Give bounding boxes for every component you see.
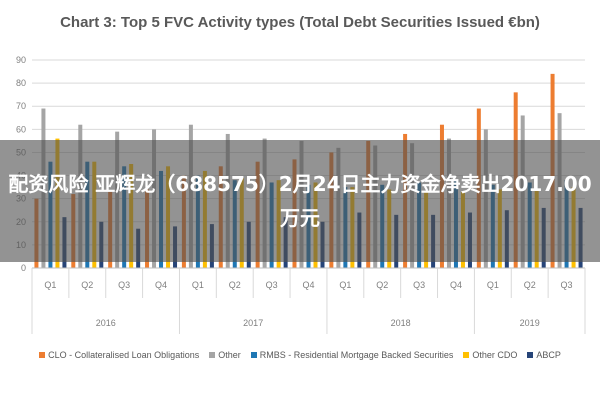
x-tick-label: Q4: [155, 280, 167, 290]
x-tick-label: Q2: [524, 280, 536, 290]
x-tick-label: Q3: [266, 280, 278, 290]
x-tick-label: Q3: [413, 280, 425, 290]
headline-text: 配资风险 亚辉龙（688575）2月24日主力资金净卖出2017.00万元: [8, 172, 592, 230]
chart-title: Chart 3: Top 5 FVC Activity types (Total…: [60, 14, 540, 31]
year-label: 2016: [96, 318, 116, 328]
x-tick-label: Q1: [192, 280, 204, 290]
x-tick-label: Q2: [229, 280, 241, 290]
axes: 0102030405060708090Q1Q2Q3Q4Q1Q2Q3Q4Q1Q2Q…: [16, 55, 586, 334]
legend-swatch: [39, 352, 46, 358]
year-label: 2018: [391, 318, 411, 328]
y-tick-label: 0: [21, 263, 26, 273]
legend-label: CLO - Collateralised Loan Obligations: [48, 350, 200, 360]
legend-swatch: [463, 352, 470, 358]
chart-legend: CLO - Collateralised Loan Obligations Oth…: [0, 350, 600, 360]
x-tick-label: Q4: [302, 280, 314, 290]
x-tick-label: Q2: [376, 280, 388, 290]
legend-item: ABCP: [527, 350, 561, 360]
x-tick-label: Q3: [118, 280, 130, 290]
y-tick-label: 60: [16, 124, 26, 134]
legend-label: Other CDO: [472, 350, 518, 360]
legend-item: Other: [209, 350, 241, 360]
y-tick-label: 80: [16, 78, 26, 88]
x-tick-label: Q2: [81, 280, 93, 290]
x-tick-label: Q1: [487, 280, 499, 290]
year-label: 2019: [520, 318, 540, 328]
x-tick-label: Q1: [44, 280, 56, 290]
x-tick-label: Q3: [561, 280, 573, 290]
y-tick-label: 70: [16, 101, 26, 111]
legend-swatch: [527, 352, 534, 358]
legend-label: Other: [218, 350, 241, 360]
year-label: 2017: [243, 318, 263, 328]
headline-overlay: 配资风险 亚辉龙（688575）2月24日主力资金净卖出2017.00万元: [0, 140, 600, 262]
legend-label: ABCP: [536, 350, 561, 360]
legend-item: Other CDO: [463, 350, 517, 360]
legend-label: RMBS - Residential Mortgage Backed Secur…: [259, 350, 454, 360]
x-tick-label: Q1: [339, 280, 351, 290]
legend-swatch: [209, 352, 216, 358]
legend-item: RMBS - Residential Mortgage Backed Secur…: [250, 350, 454, 360]
x-tick-label: Q4: [450, 280, 462, 290]
legend-swatch: [250, 352, 257, 358]
y-tick-label: 90: [16, 55, 26, 65]
legend-item: CLO - Collateralised Loan Obligations: [39, 350, 199, 360]
